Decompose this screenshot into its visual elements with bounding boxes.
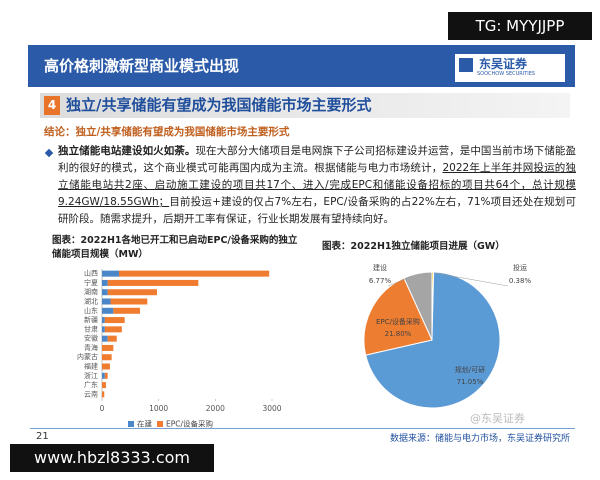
logo-cn: 东吴证券	[479, 57, 528, 71]
footer-source: 数据来源：储能与电力市场，东吴证券研究所	[389, 434, 570, 444]
x-tick-label: 0	[100, 404, 105, 413]
bar-chart: 0 1000 2000 3000 山西宁夏湖南湖北山东新疆甘肃安徽青海内蒙古福建浙江广东…	[77, 269, 282, 429]
bar-segment	[102, 335, 108, 342]
watermark-logo: @东吴证券	[470, 412, 525, 425]
bar-segment	[113, 307, 140, 314]
pie-slice	[363, 277, 433, 356]
y-tick-label: 云南	[84, 389, 98, 398]
bar-segment	[102, 326, 105, 333]
section-band	[40, 93, 570, 118]
bar-segment	[104, 317, 125, 324]
pie-label: 规划/可研	[455, 365, 485, 374]
bar-segment	[102, 289, 108, 296]
legend-label: EPC/设备采购	[166, 419, 213, 429]
y-tick-label: 湖北	[84, 297, 98, 306]
leader-line	[387, 276, 411, 287]
bar-segment	[107, 335, 117, 342]
bar-segment	[102, 307, 114, 314]
pie-chart: 投运 0.38% 规划/可研 71.05% EPC/设备采购 21.80% 建设 6.77%	[363, 263, 532, 409]
pie-slice	[403, 271, 433, 341]
bar-segment	[102, 363, 110, 370]
y-tick-label: 山东	[84, 306, 98, 315]
section-title: 独立/共享储能有望成为我国储能市场主要形式	[66, 96, 372, 114]
bar-segment	[102, 317, 105, 324]
bar-segment	[102, 391, 105, 398]
paragraph-underlined: 2022年上半年并网投运的独立储能电站共2座、启动施工建设的项目共17个、进入/…	[58, 162, 576, 208]
y-tick-label: 内蒙古	[77, 352, 98, 361]
y-tick-label: 福建	[84, 362, 98, 371]
bar-segment	[102, 354, 112, 361]
conclusion: 结论：独立/共享储能有望成为我国储能市场主要形式	[44, 126, 290, 138]
header-title: 高价格刺激新型商业模式出现	[44, 57, 240, 75]
y-tick-label: 安徽	[84, 334, 98, 343]
bar-segment	[107, 279, 199, 286]
bar-segment	[102, 279, 108, 286]
legend-swatch	[128, 421, 134, 427]
pie-label: 建设	[373, 263, 387, 272]
page-number: 21	[36, 431, 49, 442]
bar-segment	[102, 372, 105, 379]
y-tick-label: 甘肃	[84, 324, 98, 333]
legend-swatch	[157, 421, 163, 427]
bar-segment	[110, 298, 148, 305]
y-tick-label: 湖南	[84, 287, 98, 296]
pie-slice	[365, 271, 501, 409]
y-tick-label: 宁夏	[84, 278, 98, 287]
bar-segment	[104, 372, 108, 379]
bar-segment	[102, 344, 114, 351]
footer-line	[30, 428, 575, 429]
chart-title: 图表：2022H1各地已开工和已启动EPC/设备采购的独立储能项目规模（MW）	[52, 235, 298, 260]
x-tick-label: 1000	[149, 404, 168, 413]
bar-segment	[102, 298, 111, 305]
y-tick-label: 广东	[84, 380, 98, 389]
bar-segment	[102, 382, 106, 389]
y-tick-label: 浙江	[84, 371, 98, 380]
leader-line	[434, 272, 509, 287]
bullet	[44, 148, 54, 158]
pie-label: EPC/设备采购	[376, 317, 420, 326]
x-tick-label: 3000	[262, 404, 281, 413]
chart-title: 图表：2022H1独立储能项目进展（GW）	[322, 241, 505, 252]
watermark-top: TG: MYYJJPP	[448, 12, 592, 40]
pie-label: 投运	[513, 263, 527, 272]
bar-segment	[102, 270, 119, 277]
bar-segment	[119, 270, 270, 277]
paragraph-text: 目前投运+建设的仅占7%左右，EPC/设备采购的占22%左右，71%项目还处在规…	[58, 196, 576, 225]
legend-label: 在建	[137, 419, 152, 429]
logo-en: SOOCHOW SECURITIES	[477, 71, 536, 77]
y-tick-label: 新疆	[84, 315, 98, 324]
paragraph-lead: 独立储能电站建设如火如荼。	[58, 145, 196, 157]
pie-value-label: 21.80%	[385, 330, 412, 338]
paragraph: 独立储能电站建设如火如荼。现在大部分大储项目是电网旗下子公司招标建设并运营，是中…	[58, 143, 576, 228]
logo-icon	[459, 58, 473, 72]
bar-segment	[107, 289, 157, 296]
pie-value-label: 0.38%	[509, 277, 532, 285]
logo-box: 东吴证券 SOOCHOW SECURITIES	[455, 54, 565, 82]
x-tick-label: 2000	[206, 404, 225, 413]
y-tick-label: 青海	[84, 343, 98, 352]
pie-value-label: 71.05%	[457, 378, 484, 386]
watermark-bottom: www.hbzl8333.com	[10, 444, 214, 472]
pie-value-label: 6.77%	[369, 277, 392, 285]
section-number: 4	[44, 96, 60, 115]
bar-segment	[104, 326, 122, 333]
y-tick-label: 山西	[84, 269, 98, 278]
paragraph-text: 现在大部分大储项目是电网旗下子公司招标建设并运营，是中国当前市场下储能盈利的很好…	[58, 145, 577, 174]
